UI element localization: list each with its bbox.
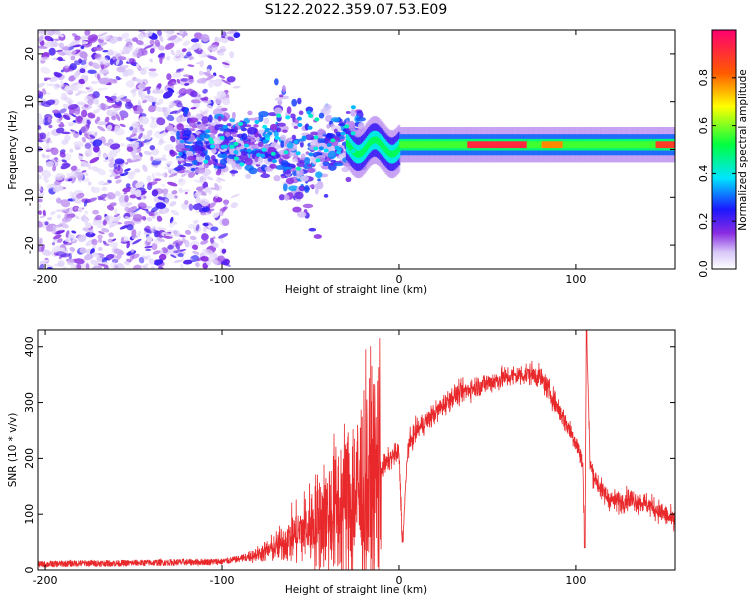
colorbar-gradient <box>712 30 736 269</box>
snr-x-ticks: -200 -100 0 100 <box>33 330 586 587</box>
snr-y-tick-label: 300 <box>23 392 36 413</box>
spectrogram-image <box>38 30 675 269</box>
snr-x-tick-label: 100 <box>565 574 586 587</box>
snr-y-tick-label: 100 <box>23 504 36 525</box>
spectrogram-y-tick-label: -20 <box>23 236 36 254</box>
spectrogram-y-tick-label: 20 <box>23 47 36 61</box>
spectrogram-x-tick-label: -200 <box>33 273 58 286</box>
figure-title: S122.2022.359.07.53.E09 <box>265 2 448 18</box>
colorbar-label: Normalized spectral amplitude <box>737 69 749 230</box>
spectrogram-y-tick-label: 0 <box>23 146 36 153</box>
spectrogram-x-tick-label: 100 <box>565 273 586 286</box>
snr-x-tick-label: -200 <box>33 574 58 587</box>
snr-y-ticks: 0 100 200 300 400 <box>23 336 675 574</box>
colorbar-ticks: 0.0 0.2 0.4 0.6 0.8 <box>697 69 736 278</box>
colorbar-tick-label: 0.0 <box>697 260 710 278</box>
snr-y-tick-label: 400 <box>23 336 36 357</box>
spectrogram-x-tick-label: -100 <box>210 273 235 286</box>
snr-y-tick-label: 200 <box>23 448 36 469</box>
spectrogram-x-ticks: -200 -100 0 100 <box>33 30 586 286</box>
colorbar-tick-label: 0.8 <box>697 69 710 87</box>
snr-y-tick-label: 0 <box>23 567 36 574</box>
snr-x-label: Height of straight line (km) <box>285 584 427 596</box>
snr-x-tick-label: -100 <box>210 574 235 587</box>
spectrogram-y-ticks: -20 -10 0 10 20 <box>23 47 675 254</box>
colorbar-tick-label: 0.6 <box>697 117 710 135</box>
spectrogram-x-tick-label: 0 <box>395 273 402 286</box>
snr-series-line <box>38 330 675 570</box>
spectrogram-y-tick-label: -10 <box>23 188 36 206</box>
snr-panel: -200 -100 0 100 0 100 200 300 400 Height of str… <box>7 329 676 596</box>
colorbar-tick-label: 0.2 <box>697 212 710 230</box>
colorbar: 0.0 0.2 0.4 0.6 0.8 Normalized spectral ampl… <box>697 29 749 278</box>
spectrogram-x-label: Height of straight line (km) <box>285 284 427 296</box>
colorbar-frame <box>711 29 737 270</box>
spectrogram-y-label: Frequency (Hz) <box>7 110 19 189</box>
spectrogram-y-tick-label: 10 <box>23 95 36 109</box>
snr-x-tick-label: 0 <box>395 574 402 587</box>
colorbar-tick-label: 0.4 <box>697 165 710 183</box>
snr-frame <box>37 329 676 571</box>
snr-y-label: SNR (10 * v/v) <box>7 413 19 488</box>
